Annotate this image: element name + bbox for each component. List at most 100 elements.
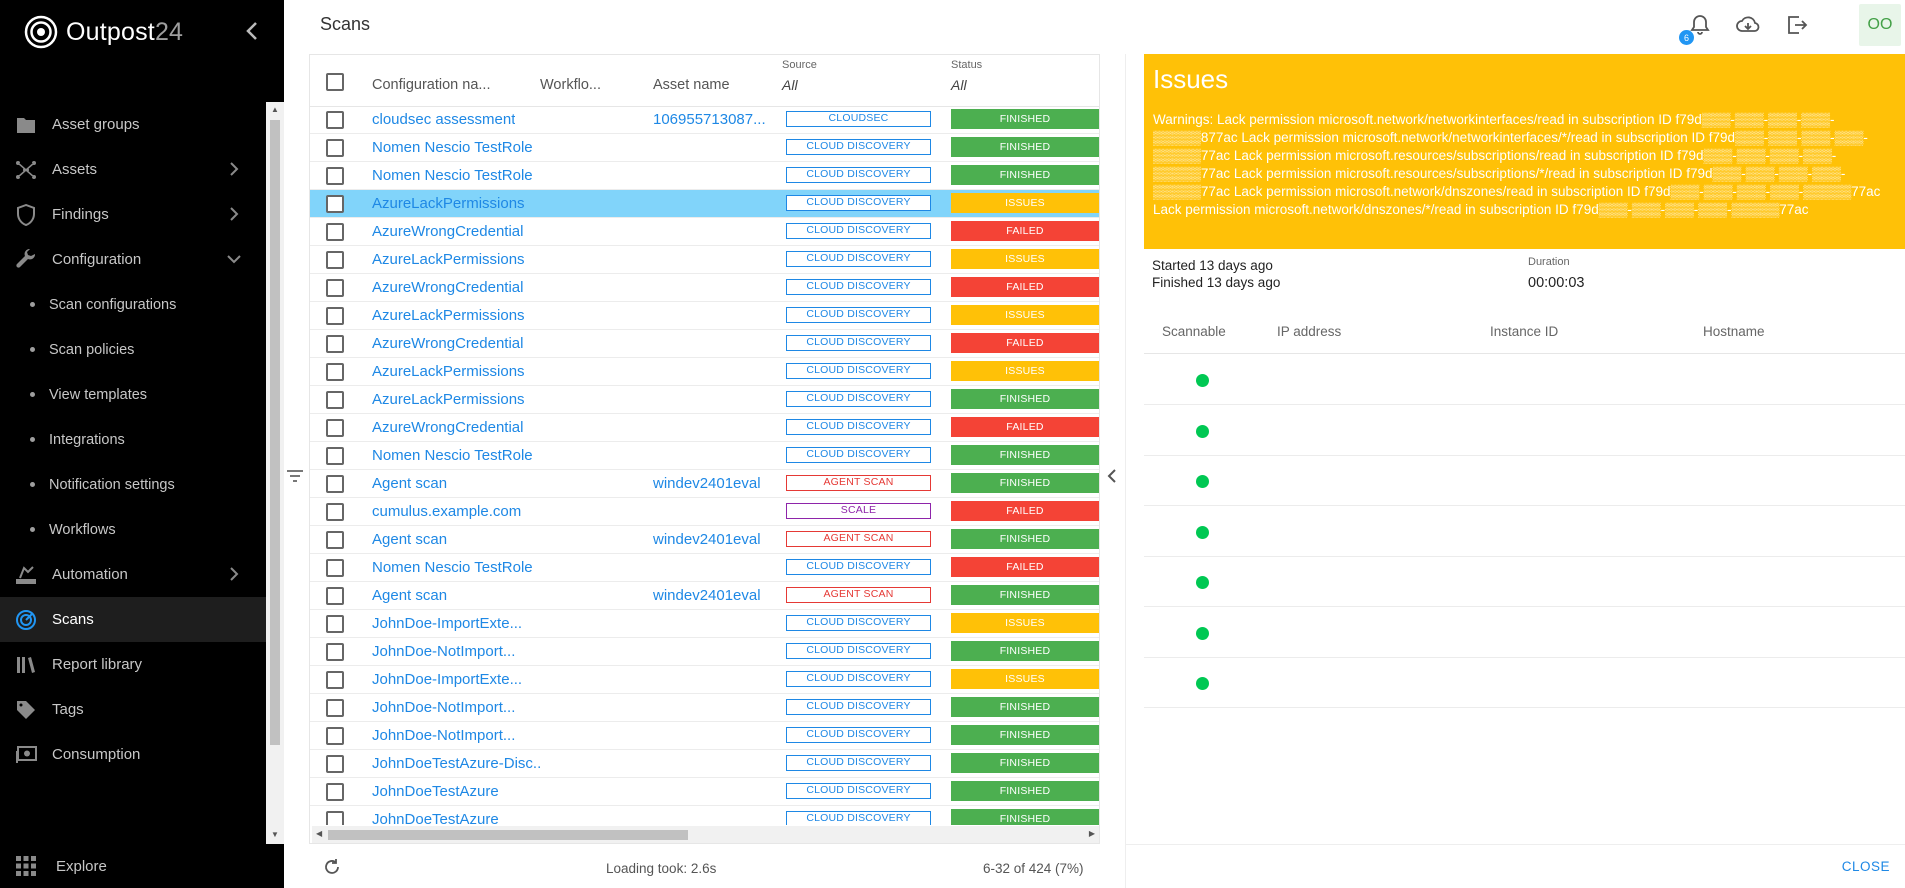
asset-name-link[interactable]: windev2401eval — [653, 587, 761, 604]
configuration-name-link[interactable]: AzureLackPermissions — [372, 251, 525, 268]
configuration-name-link[interactable]: JohnDoe-ImportExte... — [372, 615, 523, 632]
sidebar-item-scans[interactable]: Scans — [0, 597, 266, 642]
column-scannable[interactable]: Scannable — [1162, 324, 1226, 339]
row-checkbox[interactable] — [326, 811, 344, 825]
column-hostname[interactable]: Hostname — [1703, 324, 1765, 339]
row-checkbox[interactable] — [326, 279, 344, 297]
sidebar-item-configuration[interactable]: Configuration — [0, 237, 266, 282]
scroll-up-icon[interactable]: ▲ — [271, 105, 279, 114]
configuration-name-link[interactable]: AzureWrongCredential — [372, 419, 524, 436]
instance-row[interactable] — [1144, 355, 1905, 405]
brand-logo[interactable]: Outpost24 — [24, 14, 183, 50]
row-checkbox[interactable] — [326, 111, 344, 129]
configuration-name-link[interactable]: Agent scan — [372, 587, 448, 604]
instance-row[interactable] — [1144, 456, 1905, 506]
column-workflow[interactable]: Workflo... — [540, 77, 601, 93]
table-row[interactable]: Nomen Nescio TestRole CLOUD DISCOVERY FAIL… — [310, 554, 1099, 582]
configuration-name-link[interactable]: JohnDoe-NotImport... — [372, 727, 516, 744]
configuration-name-link[interactable]: Agent scan — [372, 531, 448, 548]
row-checkbox[interactable] — [326, 251, 344, 269]
row-checkbox[interactable] — [326, 307, 344, 325]
table-row[interactable]: AzureLackPermissions CLOUD DISCOVERY FINIS… — [310, 386, 1099, 414]
column-status[interactable]: Status — [951, 59, 983, 71]
table-row[interactable]: JohnDoe-NotImport... CLOUD DISCOVERY FINIS… — [310, 722, 1099, 750]
table-row[interactable]: Agent scan windev2401eval AGENT SCAN FINISH… — [310, 470, 1099, 498]
configuration-name-link[interactable]: JohnDoeTestAzure — [372, 783, 499, 800]
table-row[interactable]: AzureWrongCredential CLOUD DISCOVERY FAILE… — [310, 274, 1099, 302]
table-row[interactable]: JohnDoe-NotImport... CLOUD DISCOVERY FINIS… — [310, 638, 1099, 666]
collapse-sidebar-button[interactable] — [240, 16, 264, 46]
sidebar-item-scan-configurations[interactable]: Scan configurations — [0, 282, 266, 327]
sidebar-item-report-library[interactable]: Report library — [0, 642, 266, 687]
configuration-name-link[interactable]: JohnDoe-NotImport... — [372, 643, 516, 660]
configuration-name-link[interactable]: AzureLackPermissions — [372, 195, 525, 212]
column-configuration-name[interactable]: Configuration na... — [372, 77, 491, 93]
table-row[interactable]: cloudsec assessment 106955713087... CLOUDS… — [310, 107, 1099, 134]
row-checkbox[interactable] — [326, 587, 344, 605]
column-instance-id[interactable]: Instance ID — [1490, 324, 1559, 339]
scroll-right-icon[interactable]: ▶ — [1088, 829, 1095, 838]
sidebar-item-automation[interactable]: Automation — [0, 552, 266, 597]
configuration-name-link[interactable]: JohnDoe-NotImport... — [372, 699, 516, 716]
table-row[interactable]: JohnDoe-ImportExte... CLOUD DISCOVERY ISSU… — [310, 666, 1099, 694]
row-checkbox[interactable] — [326, 727, 344, 745]
sidebar-item-tags[interactable]: Tags — [0, 687, 266, 732]
sidebar-item-notification-settings[interactable]: Notification settings — [0, 462, 266, 507]
configuration-name-link[interactable]: cloudsec assessment — [372, 111, 516, 128]
table-row[interactable]: Agent scan windev2401eval AGENT SCAN FINISH… — [310, 526, 1099, 554]
row-checkbox[interactable] — [326, 195, 344, 213]
sidebar-item-consumption[interactable]: Consumption — [0, 732, 266, 777]
configuration-name-link[interactable]: AzureLackPermissions — [372, 307, 525, 324]
row-checkbox[interactable] — [326, 559, 344, 577]
row-checkbox[interactable] — [326, 447, 344, 465]
configuration-name-link[interactable]: Agent scan — [372, 475, 448, 492]
table-row[interactable]: JohnDoe-ImportExte... CLOUD DISCOVERY ISSU… — [310, 610, 1099, 638]
row-checkbox[interactable] — [326, 419, 344, 437]
table-row[interactable]: Nomen Nescio TestRole CLOUD DISCOVERY FINI… — [310, 442, 1099, 470]
close-button[interactable]: CLOSE — [1841, 859, 1890, 874]
asset-name-link[interactable]: 106955713087... — [653, 111, 766, 128]
table-row[interactable]: JohnDoeTestAzure CLOUD DISCOVERY FINISHED — [310, 778, 1099, 806]
scroll-left-icon[interactable]: ◀ — [316, 829, 323, 838]
instance-row[interactable] — [1144, 658, 1905, 708]
table-row[interactable]: AzureWrongCredential CLOUD DISCOVERY FAILE… — [310, 218, 1099, 246]
download-button[interactable] — [1735, 12, 1761, 38]
table-row[interactable]: JohnDoeTestAzure-Disc... CLOUD DISCOVERY F… — [310, 750, 1099, 778]
filter-button[interactable] — [284, 465, 306, 487]
table-row[interactable]: AzureLackPermissions CLOUD DISCOVERY ISSUE… — [310, 358, 1099, 386]
sidebar-item-view-templates[interactable]: View templates — [0, 372, 266, 417]
row-checkbox[interactable] — [326, 531, 344, 549]
asset-name-link[interactable]: windev2401eval — [653, 531, 761, 548]
row-checkbox[interactable] — [326, 783, 344, 801]
row-checkbox[interactable] — [326, 391, 344, 409]
table-row[interactable]: AzureLackPermissions CLOUD DISCOVERY ISSUE… — [310, 246, 1099, 274]
configuration-name-link[interactable]: Nomen Nescio TestRole — [372, 447, 533, 464]
instance-row[interactable] — [1144, 507, 1905, 557]
refresh-icon[interactable] — [323, 858, 341, 876]
row-checkbox[interactable] — [326, 615, 344, 633]
configuration-name-link[interactable]: AzureLackPermissions — [372, 363, 525, 380]
table-row[interactable]: Nomen Nescio TestRole CLOUD DISCOVERY FINI… — [310, 162, 1099, 190]
row-checkbox[interactable] — [326, 223, 344, 241]
instance-row[interactable] — [1144, 406, 1905, 456]
row-checkbox[interactable] — [326, 671, 344, 689]
status-filter[interactable]: All — [951, 77, 967, 93]
row-checkbox[interactable] — [326, 363, 344, 381]
row-checkbox[interactable] — [326, 139, 344, 157]
table-row[interactable]: AzureLackPermissions CLOUD DISCOVERY ISSUE… — [310, 190, 1099, 218]
horizontal-scrollbar[interactable]: ◀ ▶ — [312, 826, 1099, 843]
row-checkbox[interactable] — [326, 335, 344, 353]
scrollbar-thumb[interactable] — [328, 830, 688, 840]
explore-button[interactable]: Explore — [16, 856, 107, 876]
configuration-name-link[interactable]: Nomen Nescio TestRole — [372, 139, 533, 156]
row-checkbox[interactable] — [326, 503, 344, 521]
select-all-checkbox[interactable] — [326, 73, 344, 91]
table-row[interactable]: AzureLackPermissions CLOUD DISCOVERY ISSUE… — [310, 302, 1099, 330]
table-row[interactable]: Agent scan windev2401eval AGENT SCAN FINISH… — [310, 582, 1099, 610]
sidebar-item-integrations[interactable]: Integrations — [0, 417, 266, 462]
table-row[interactable]: cumulus.example.com SCALE FAILED — [310, 498, 1099, 526]
column-ip-address[interactable]: IP address — [1277, 324, 1342, 339]
table-row[interactable]: Nomen Nescio TestRole CLOUD DISCOVERY FINI… — [310, 134, 1099, 162]
configuration-name-link[interactable]: Nomen Nescio TestRole — [372, 559, 533, 576]
asset-name-link[interactable]: windev2401eval — [653, 475, 761, 492]
